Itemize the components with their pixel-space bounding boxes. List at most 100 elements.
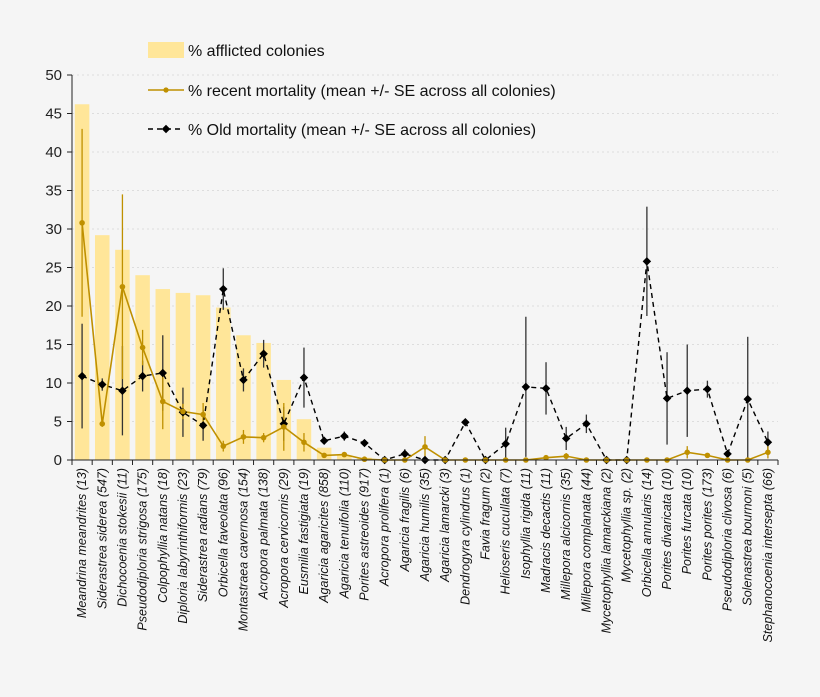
x-tick-label: Montastraea cavernosa (154) bbox=[236, 468, 250, 631]
x-tick-label: Porites astreoides (917) bbox=[357, 468, 371, 601]
bar bbox=[256, 342, 271, 460]
x-tick-label: Colpophyllia natans (18) bbox=[156, 468, 170, 603]
legend-label-old: % Old mortality (mean +/- SE across all … bbox=[188, 122, 536, 139]
y-tick-label: 20 bbox=[45, 298, 62, 315]
old-mortality-point bbox=[582, 419, 591, 429]
x-tick-label: Madracis decactis (11) bbox=[539, 468, 553, 593]
recent-mortality-point bbox=[180, 408, 186, 415]
x-tick-label: Dichocoenia stokesii (11) bbox=[115, 468, 129, 607]
old-mortality-point bbox=[662, 394, 672, 403]
y-tick-label: 5 bbox=[54, 414, 62, 431]
old-mortality-point bbox=[138, 371, 147, 381]
old-mortality-point bbox=[642, 257, 652, 266]
x-tick-label: Mycetophyllia sp. (2) bbox=[620, 468, 634, 583]
old-mortality-point bbox=[239, 375, 248, 385]
legend-swatch-afflicted bbox=[148, 42, 184, 58]
recent-mortality-point bbox=[765, 449, 771, 456]
recent-mortality-point bbox=[704, 452, 711, 459]
legend: % afflicted colonies % recent mortality … bbox=[148, 42, 556, 139]
recent-mortality-point bbox=[159, 398, 166, 405]
x-tick-label: Siderastrea siderea (547) bbox=[95, 468, 109, 609]
old-mortality-point bbox=[360, 438, 369, 448]
y-tick-label: 35 bbox=[45, 183, 62, 200]
x-tick-label: Porites divaricata (10) bbox=[660, 468, 674, 590]
x-tick-label: Orbicella faveolata (96) bbox=[216, 468, 230, 597]
x-tick-label: Meandrina meandrites (13) bbox=[75, 468, 89, 618]
recent-mortality-point bbox=[422, 444, 428, 450]
x-tick-label: Favia fragum (2) bbox=[479, 468, 493, 560]
old-mortality-point bbox=[158, 368, 168, 378]
y-tick-label: 15 bbox=[45, 337, 62, 354]
bar bbox=[175, 292, 191, 460]
old-mortality-point bbox=[501, 439, 510, 449]
x-tick-label: Siderastrea radians (79) bbox=[196, 468, 210, 602]
legend-label-afflicted: % afflicted colonies bbox=[188, 43, 325, 60]
recent-mortality-point bbox=[684, 449, 691, 456]
y-tick-label: 0 bbox=[54, 452, 62, 469]
old-mortality-point bbox=[561, 434, 571, 443]
recent-mortality-point bbox=[321, 452, 327, 459]
x-tick-label: Mycetophyllia lamarckiana (2) bbox=[600, 468, 614, 633]
old-mortality-point bbox=[299, 373, 309, 382]
y-tick-label: 45 bbox=[45, 106, 62, 123]
recent-mortality-point bbox=[341, 451, 348, 458]
old-mortality-point bbox=[682, 386, 692, 395]
legend-marker-old bbox=[161, 124, 171, 134]
recent-mortality-point bbox=[543, 454, 549, 461]
x-tick-label: Acropora palmata (138) bbox=[257, 468, 271, 600]
x-tick-label: Stephanocoenia intersepta (66) bbox=[761, 468, 775, 642]
old-mortality-point bbox=[98, 380, 107, 389]
x-tick-label: Diploria labyrinthiformis (23) bbox=[176, 468, 190, 624]
old-mortality-point bbox=[743, 394, 752, 404]
bar bbox=[337, 455, 352, 460]
old-mortality-point bbox=[77, 371, 87, 381]
x-tick-label: Solenastrea bournoni (5) bbox=[741, 468, 755, 606]
y-tick-label: 30 bbox=[45, 221, 62, 238]
old-mortality-point bbox=[259, 349, 268, 358]
old-mortality-point bbox=[763, 438, 773, 447]
y-tick-label: 40 bbox=[45, 144, 62, 161]
recent-mortality-point bbox=[281, 424, 287, 430]
y-tick-label: 25 bbox=[45, 260, 62, 277]
recent-mortality-point bbox=[220, 443, 227, 449]
x-tick-label: Millepora complanata (44) bbox=[579, 468, 593, 613]
legend-marker-recent bbox=[163, 87, 169, 93]
x-tick-label: Isophyllia rigida (11) bbox=[519, 468, 533, 579]
recent-mortality-point bbox=[240, 434, 247, 440]
x-tick-label: Porites porites (173) bbox=[700, 468, 714, 581]
old-mortality-point bbox=[340, 431, 349, 441]
x-tick-label: Helioseris cucullata (7) bbox=[499, 468, 513, 594]
recent-mortality-point bbox=[79, 220, 85, 226]
old-mortality-point bbox=[319, 436, 329, 445]
y-tick-label: 50 bbox=[45, 67, 62, 84]
recent-mortality-point bbox=[119, 283, 126, 290]
x-tick-label: Agaricia agaricites (858) bbox=[317, 468, 331, 604]
x-tick-label: Agaricia lamarcki (3) bbox=[438, 468, 452, 583]
legend-label-recent: % recent mortality (mean +/- SE across a… bbox=[188, 83, 556, 100]
recent-mortality-point bbox=[301, 439, 307, 446]
x-tick-label: Millepora alcicornis (35) bbox=[559, 468, 573, 600]
recent-mortality-point bbox=[200, 411, 206, 418]
x-tick-label: Pseudodiploria clivosa (6) bbox=[721, 468, 735, 611]
old-mortality-point bbox=[521, 382, 531, 392]
x-tick-label: Eusmilia fastigiata (19) bbox=[297, 468, 311, 594]
old-mortality-point bbox=[461, 418, 470, 427]
old-mortality-point bbox=[118, 386, 127, 395]
recent-mortality-point bbox=[563, 453, 569, 459]
x-tick-label: Agaricia tenuifolia (110) bbox=[337, 468, 351, 599]
x-tick-label: Acropora cervicornis (29) bbox=[277, 468, 291, 609]
x-tick-label: Porites furcata (10) bbox=[680, 468, 694, 574]
x-tick-label: Acropora prolifera (1) bbox=[378, 468, 392, 587]
recent-mortality-point bbox=[99, 421, 106, 427]
x-tick-label: Orbicella annularis (14) bbox=[640, 468, 654, 597]
old-mortality-point bbox=[723, 449, 732, 459]
x-tick-label: Dendrogyra cylindrus (1) bbox=[458, 468, 472, 605]
y-tick-label: 10 bbox=[45, 375, 62, 392]
old-mortality-point bbox=[198, 421, 208, 430]
old-mortality-point bbox=[400, 449, 410, 459]
x-tick-label: Agaricia humilis (35) bbox=[418, 468, 432, 582]
recent-mortality-point bbox=[260, 434, 267, 441]
recent-mortality-point bbox=[361, 456, 368, 463]
axes: 0 5 10 15 20 25 30 35 40 45 50 Meandrina meandrites… bbox=[45, 67, 779, 642]
